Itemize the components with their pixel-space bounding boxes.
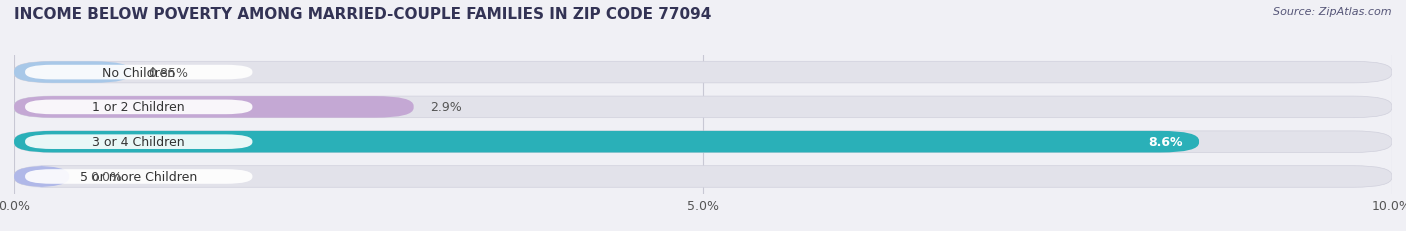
FancyBboxPatch shape bbox=[25, 100, 253, 115]
Text: INCOME BELOW POVERTY AMONG MARRIED-COUPLE FAMILIES IN ZIP CODE 77094: INCOME BELOW POVERTY AMONG MARRIED-COUPL… bbox=[14, 7, 711, 22]
Text: Source: ZipAtlas.com: Source: ZipAtlas.com bbox=[1274, 7, 1392, 17]
FancyBboxPatch shape bbox=[25, 135, 253, 149]
Text: 3 or 4 Children: 3 or 4 Children bbox=[93, 136, 186, 149]
FancyBboxPatch shape bbox=[14, 97, 1392, 118]
Text: 2.9%: 2.9% bbox=[430, 101, 463, 114]
Text: 0.0%: 0.0% bbox=[90, 170, 122, 183]
FancyBboxPatch shape bbox=[14, 131, 1392, 153]
FancyBboxPatch shape bbox=[14, 62, 131, 83]
Text: 8.6%: 8.6% bbox=[1149, 136, 1182, 149]
FancyBboxPatch shape bbox=[25, 66, 253, 80]
FancyBboxPatch shape bbox=[25, 169, 253, 184]
FancyBboxPatch shape bbox=[14, 166, 1392, 187]
FancyBboxPatch shape bbox=[14, 166, 69, 187]
Text: 5 or more Children: 5 or more Children bbox=[80, 170, 197, 183]
Text: 1 or 2 Children: 1 or 2 Children bbox=[93, 101, 186, 114]
FancyBboxPatch shape bbox=[14, 62, 1392, 83]
Text: 0.85%: 0.85% bbox=[148, 66, 188, 79]
FancyBboxPatch shape bbox=[14, 131, 1199, 153]
Text: No Children: No Children bbox=[103, 66, 176, 79]
FancyBboxPatch shape bbox=[14, 97, 413, 118]
